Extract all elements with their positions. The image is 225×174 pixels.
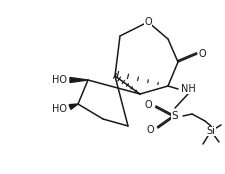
Text: O: O (144, 100, 152, 110)
Text: HO: HO (52, 104, 67, 114)
Text: NH: NH (181, 84, 195, 94)
Text: O: O (198, 49, 206, 59)
Text: O: O (144, 17, 152, 27)
Polygon shape (70, 77, 88, 82)
Text: Si: Si (207, 126, 216, 136)
Text: HO: HO (52, 75, 67, 85)
Text: S: S (172, 111, 178, 121)
Text: O: O (146, 125, 154, 135)
Polygon shape (69, 104, 78, 109)
